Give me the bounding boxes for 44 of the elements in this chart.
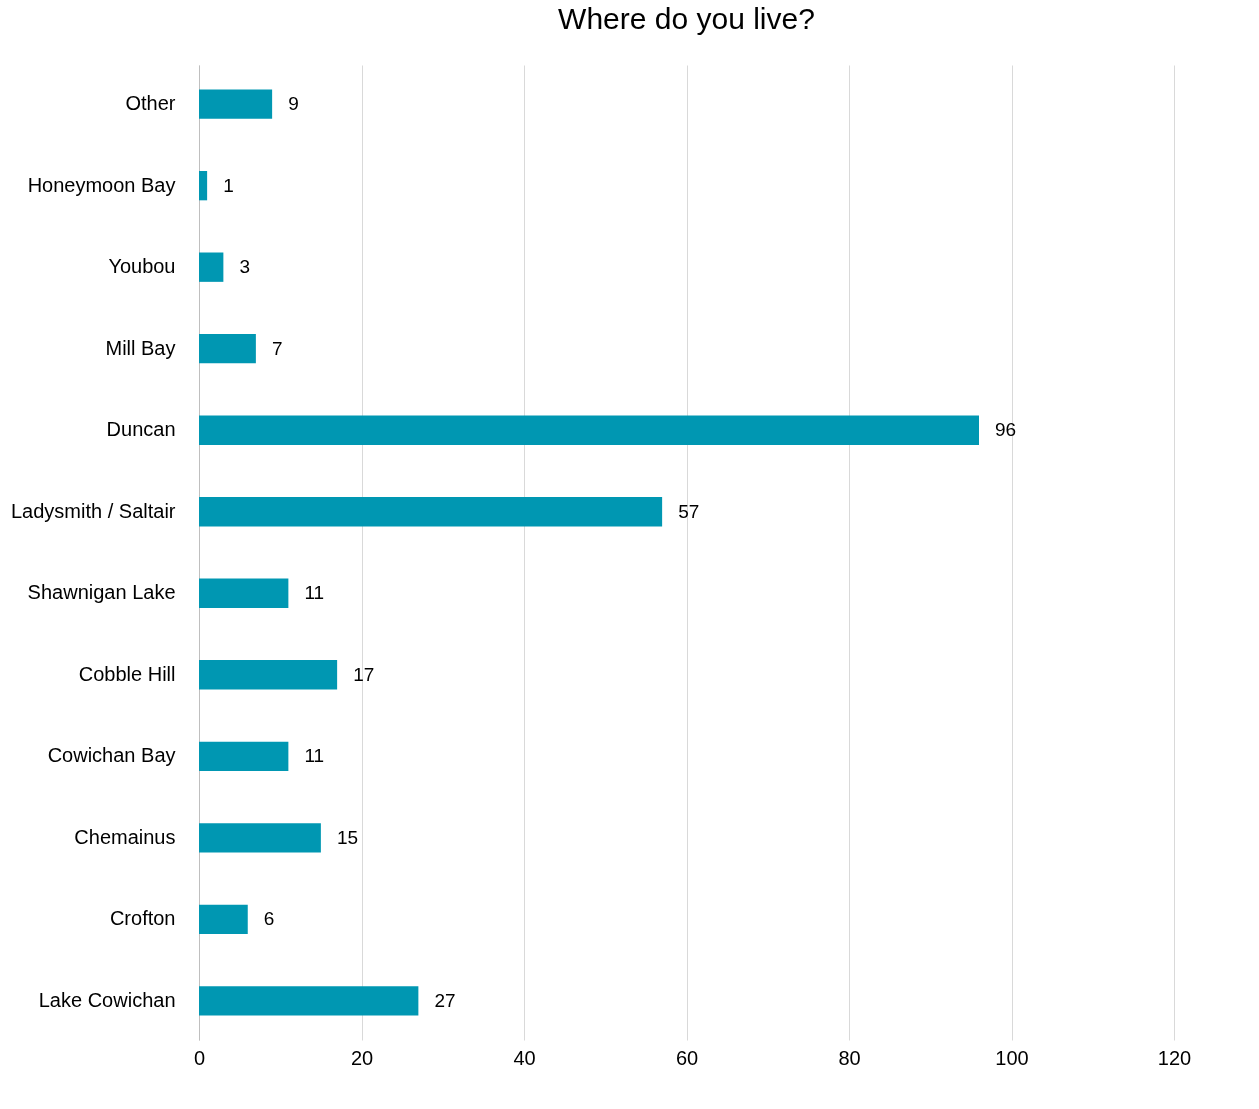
data-label: 11 [304, 745, 325, 767]
data-label: 3 [239, 256, 250, 278]
y-tick-label: Lake Cowichan [38, 988, 176, 1011]
x-tick-label: 60 [675, 1046, 699, 1069]
y-tick-label: Mill Bay [105, 336, 176, 359]
y-tick-label: Crofton [109, 907, 176, 930]
x-tick-label: 20 [350, 1046, 374, 1069]
bar [199, 334, 256, 364]
bar [199, 904, 248, 935]
y-tick-label: Shawnigan Lake [27, 581, 176, 604]
y-tick-label: Other [125, 92, 176, 115]
y-tick-label: Youbou [108, 255, 176, 278]
data-label: 96 [995, 419, 1017, 441]
data-label: 15 [336, 826, 359, 848]
bar [199, 497, 663, 527]
bar [199, 986, 419, 1016]
bar [199, 170, 208, 201]
y-tick-label: Cowichan Bay [47, 744, 176, 767]
bar [199, 741, 289, 771]
x-tick-label: 40 [513, 1046, 536, 1069]
x-tick-label: 0 [193, 1046, 206, 1069]
data-label: 57 [678, 500, 700, 522]
bar [199, 89, 273, 119]
x-tick-label: 80 [838, 1046, 861, 1069]
bar [199, 578, 289, 608]
data-label: 6 [263, 908, 275, 930]
y-tick-label: Ladysmith / Saltair [10, 499, 176, 522]
x-tick-label: 100 [995, 1046, 1029, 1069]
data-label: 1 [223, 174, 234, 196]
bar [199, 823, 321, 853]
bar [199, 660, 338, 690]
data-label: 7 [271, 337, 283, 359]
y-tick-label: Duncan [106, 418, 176, 441]
bar [199, 415, 979, 445]
y-tick-label: Chemainus [74, 825, 176, 848]
bar [199, 252, 224, 282]
x-tick-label: 120 [1157, 1046, 1192, 1069]
data-label: 11 [304, 582, 325, 604]
data-label: 17 [353, 663, 375, 685]
data-label: 27 [434, 989, 456, 1011]
y-tick-label: Honeymoon Bay [27, 173, 176, 196]
y-tick-label: Cobble Hill [78, 662, 176, 685]
chart-title: Where do you live? [558, 2, 815, 35]
data-label: 9 [288, 93, 299, 115]
